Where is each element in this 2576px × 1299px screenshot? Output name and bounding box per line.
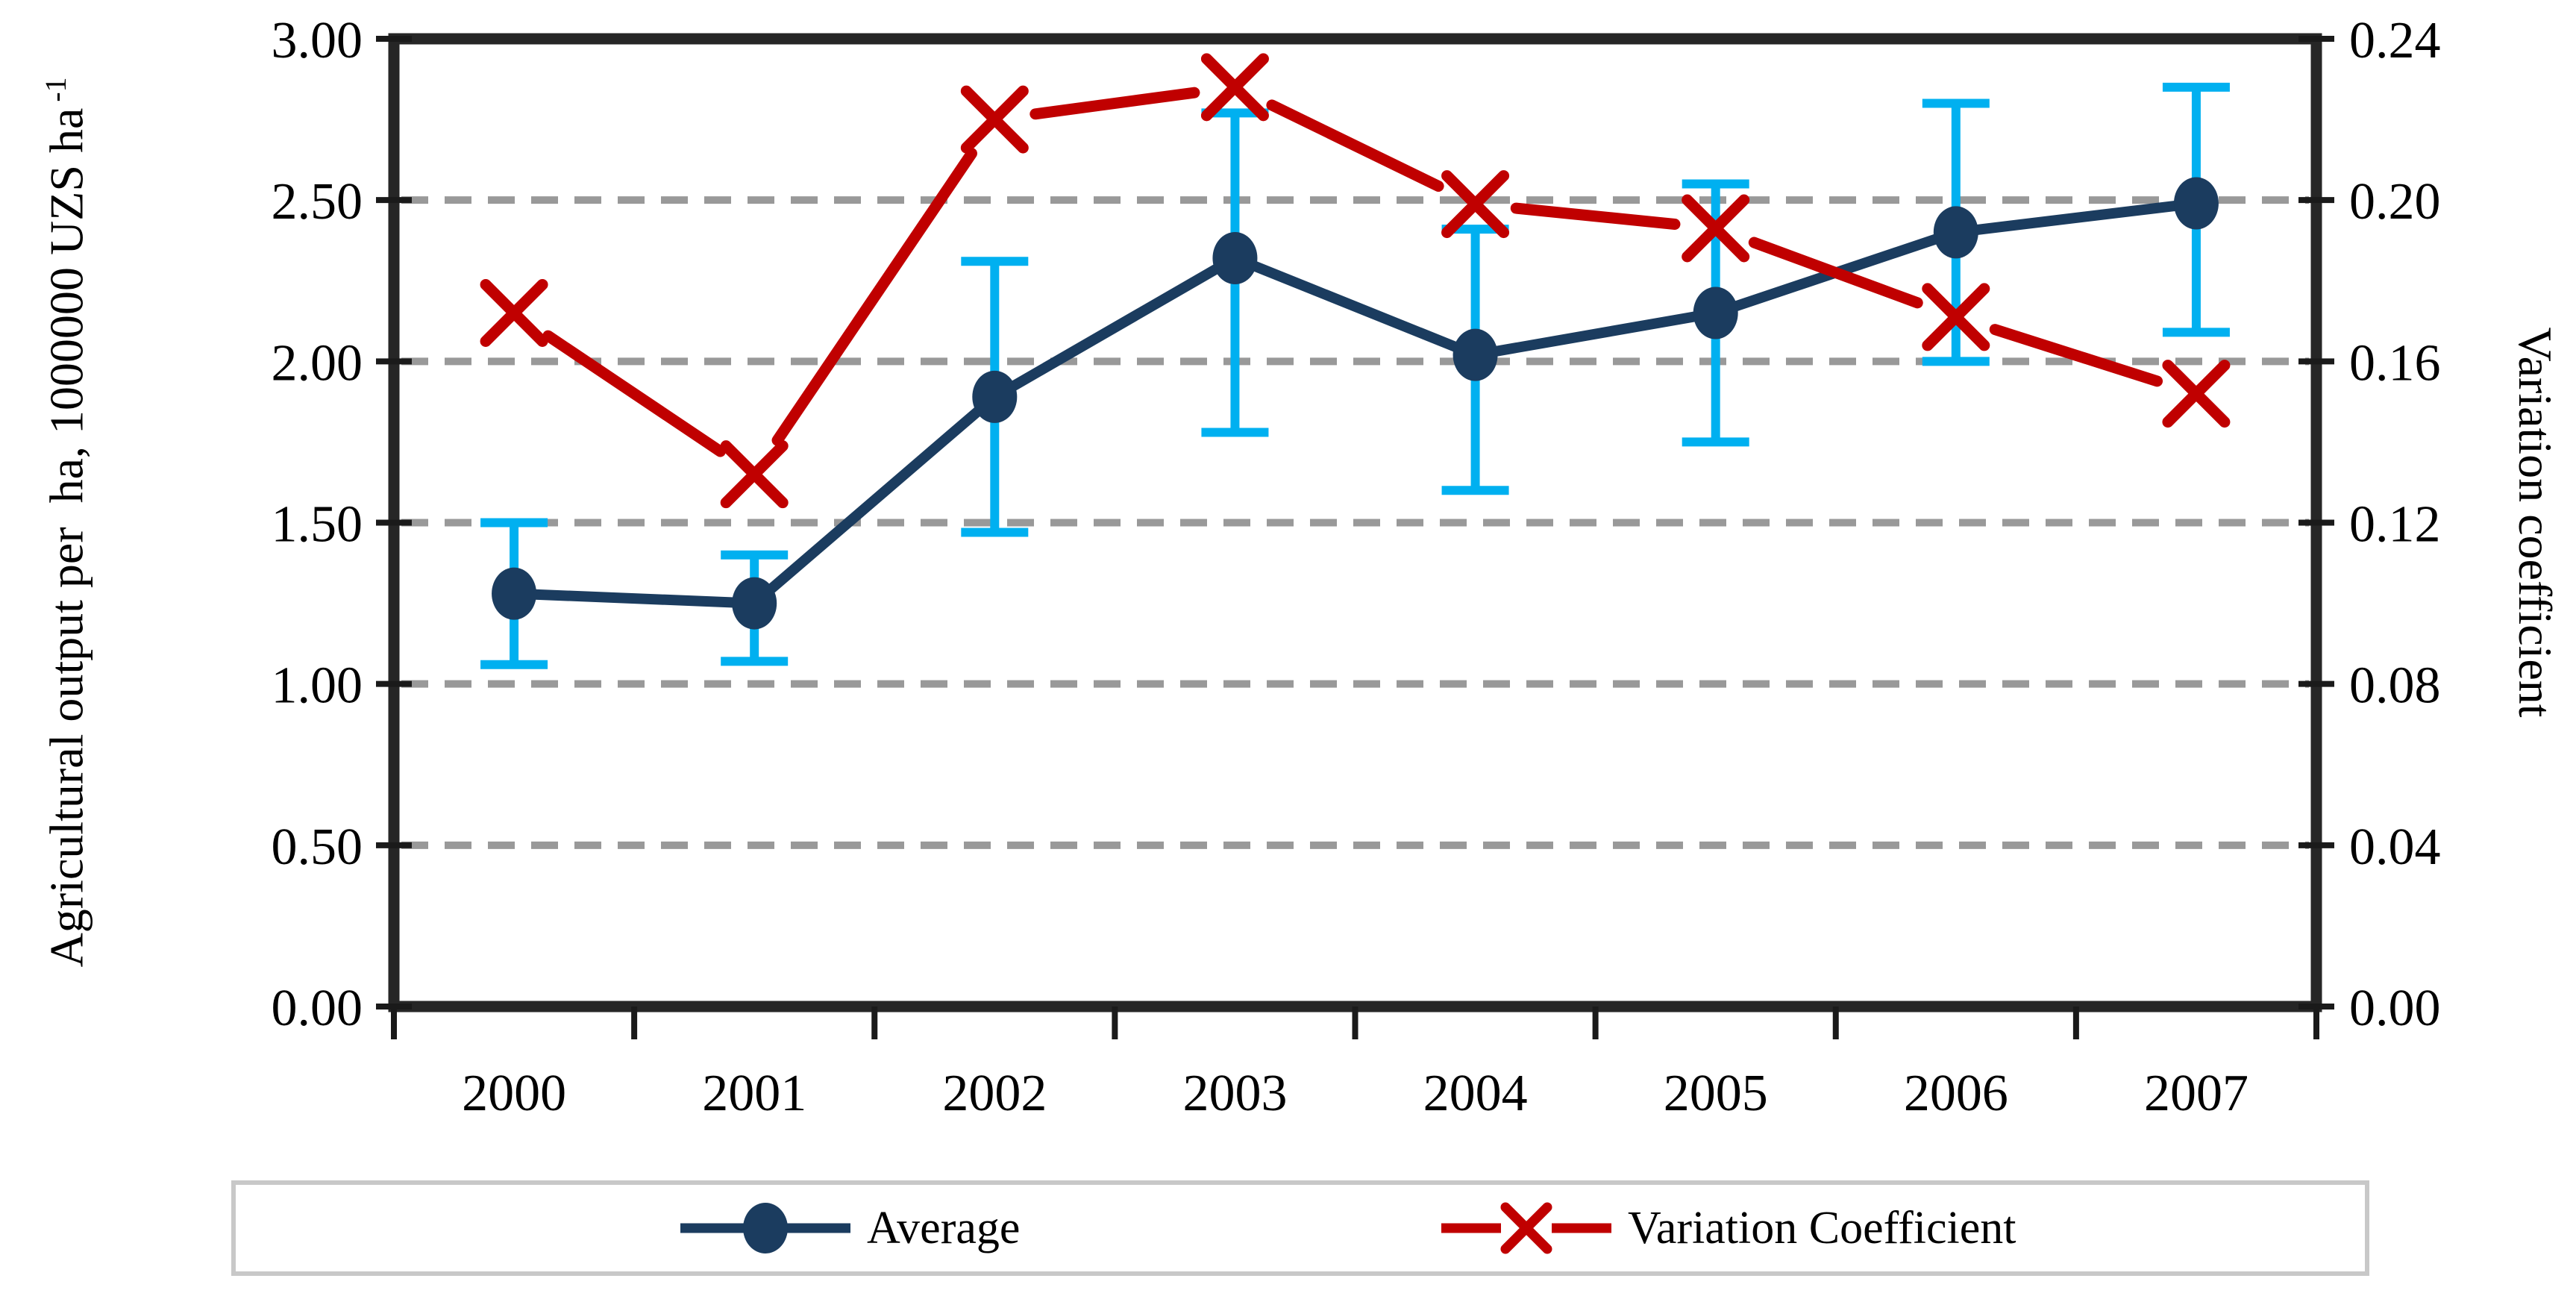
variation-coefficient-marker bbox=[1441, 170, 1510, 239]
right-axis-title: Variation coefficient bbox=[2505, 149, 2565, 895]
average-marker bbox=[1452, 328, 1498, 381]
x-axis-year-label: 2002 bbox=[942, 1065, 1047, 1122]
variation-coefficient-line bbox=[1510, 202, 1681, 230]
average-line bbox=[513, 198, 2197, 609]
x-axis-year-label: 2004 bbox=[1423, 1065, 1528, 1122]
left-axis-tick-label: 2.00 bbox=[272, 334, 363, 392]
variation-coefficient-marker bbox=[1922, 283, 1990, 351]
legend-item-variation-coefficient: Variation Coefficient bbox=[1437, 1185, 2016, 1271]
variation-coefficient-marker bbox=[480, 278, 548, 347]
left-axis-tick-label: 1.00 bbox=[272, 657, 363, 715]
left-axis-tick-label: 0.50 bbox=[272, 818, 363, 876]
left-axis-tick-label: 3.00 bbox=[272, 12, 363, 69]
variation-coefficient-marker bbox=[1682, 194, 1750, 263]
legend-marker-average-icon bbox=[680, 1203, 850, 1253]
variation-coefficient-marker bbox=[720, 440, 789, 509]
left-axis-tick-label: 1.50 bbox=[272, 496, 363, 554]
right-axis-tick-label: 0.00 bbox=[2349, 980, 2441, 1037]
x-axis-year-label: 2001 bbox=[702, 1065, 806, 1122]
average-marker bbox=[1212, 231, 1258, 284]
x-axis-year-label: 2005 bbox=[1664, 1065, 1768, 1122]
legend-average-circle bbox=[743, 1203, 788, 1253]
right-axis-tick-label: 0.20 bbox=[2349, 173, 2441, 231]
legend: Average Variation Coefficient bbox=[231, 1180, 2369, 1276]
average-marker bbox=[732, 577, 777, 630]
legend-marker-variation-coefficient-icon bbox=[1441, 1202, 1611, 1254]
variation-coefficient-line bbox=[1748, 237, 1923, 309]
variation-coefficient-marker bbox=[1200, 53, 1269, 122]
x-axis-year-label: 2000 bbox=[462, 1065, 566, 1122]
variation-coefficient-marker bbox=[960, 85, 1029, 154]
right-axis-tick-label: 0.16 bbox=[2349, 334, 2441, 392]
right-axis-tick-label: 0.08 bbox=[2349, 657, 2441, 715]
legend-label-average: Average bbox=[867, 1202, 1021, 1253]
right-axis-tick-label: 0.24 bbox=[2349, 12, 2441, 69]
left-axis-title: Agricultural output per ha, 1000000 UZS … bbox=[26, 0, 93, 1119]
variation-coefficient-marker bbox=[2162, 360, 2231, 428]
x-axis-year-label: 2007 bbox=[2144, 1065, 2248, 1122]
average-marker bbox=[1933, 206, 1978, 259]
variation-coefficient-line bbox=[1266, 99, 1444, 192]
x-axis-year-label: 2006 bbox=[1904, 1065, 2008, 1122]
average-marker bbox=[972, 370, 1018, 423]
left-axis-tick-label: 0.00 bbox=[272, 980, 363, 1037]
average-marker bbox=[492, 567, 537, 620]
average-marker bbox=[2173, 177, 2219, 230]
legend-vc-x-icon bbox=[1500, 1202, 1552, 1254]
variation-coefficient-line bbox=[542, 330, 727, 457]
left-axis-tick-label: 2.50 bbox=[272, 173, 363, 231]
x-axis-year-label: 2003 bbox=[1182, 1065, 1287, 1122]
right-axis-title-text: Variation coefficient bbox=[2509, 327, 2562, 718]
variation-coefficient-line bbox=[771, 148, 977, 446]
left-axis-title-text: Agricultural output per ha, 1000000 UZS … bbox=[40, 107, 93, 968]
legend-label-variation-coefficient: Variation Coefficient bbox=[1628, 1202, 2016, 1253]
left-axis-title-superscript: -1 bbox=[40, 77, 72, 102]
variation-coefficient-line bbox=[1030, 87, 1200, 120]
right-axis-tick-label: 0.04 bbox=[2349, 818, 2441, 876]
variation-coefficient-line bbox=[1989, 324, 2163, 387]
legend-item-average: Average bbox=[676, 1185, 1020, 1271]
right-axis-tick-label: 0.12 bbox=[2349, 496, 2441, 554]
average-marker bbox=[1693, 287, 1738, 339]
